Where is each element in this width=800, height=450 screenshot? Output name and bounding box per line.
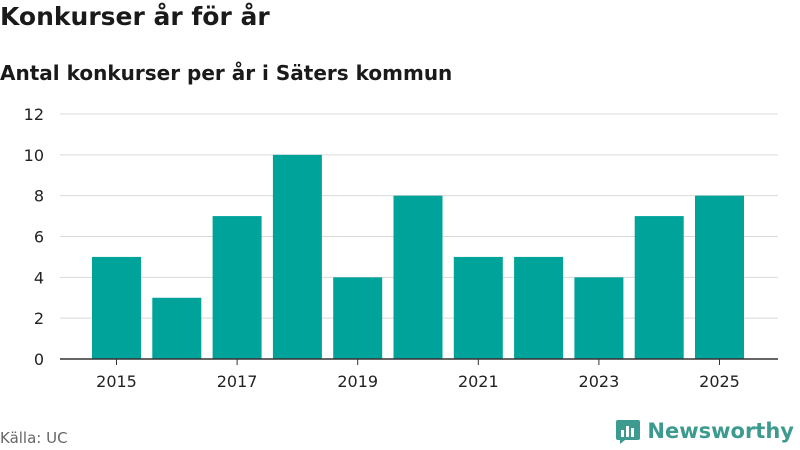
bar-2023 [574, 277, 624, 359]
y-tick-label: 6 [34, 228, 44, 247]
newsworthy-logo[interactable]: Newsworthy [615, 418, 794, 444]
y-tick-label: 8 [34, 187, 44, 206]
x-tick-label: 2017 [217, 372, 258, 391]
x-axis-ticks: 2015 2017 2019 2021 2023 2025 [60, 358, 778, 391]
bar-2025 [695, 195, 744, 359]
newsworthy-logo-text: Newsworthy [647, 419, 794, 443]
chart-title: Konkurser år för år [0, 2, 270, 31]
y-axis-ticks: 0 2 4 6 8 10 12 [24, 105, 44, 369]
x-tick-label: 2025 [699, 372, 740, 391]
bar-2022 [514, 256, 564, 359]
bar-2019 [333, 277, 383, 359]
bar-chart: 0 2 4 6 8 10 12 2015 2017 2019 2021 2023 2025 [24, 105, 778, 391]
chart-subtitle: Antal konkurser per år i Säters kommun [0, 61, 453, 85]
bar-2016 [152, 297, 202, 359]
x-tick-label: 2015 [96, 372, 137, 391]
bar-2021 [453, 256, 503, 359]
bar-2017 [212, 216, 262, 359]
y-tick-label: 2 [34, 309, 44, 328]
y-tick-label: 4 [34, 268, 44, 287]
y-tick-label: 10 [24, 146, 44, 165]
x-tick-label: 2019 [337, 372, 378, 391]
bars [92, 154, 744, 359]
bar-2015 [92, 256, 141, 359]
x-tick-label: 2023 [579, 372, 620, 391]
x-tick-label: 2021 [458, 372, 499, 391]
newsworthy-logo-icon [616, 420, 641, 444]
bar-2020 [393, 195, 443, 359]
bar-2024 [634, 216, 684, 359]
y-tick-label: 12 [24, 105, 44, 124]
bar-2018 [272, 154, 322, 359]
y-tick-label: 0 [34, 350, 44, 369]
source-note: Källa: UC [0, 429, 68, 447]
